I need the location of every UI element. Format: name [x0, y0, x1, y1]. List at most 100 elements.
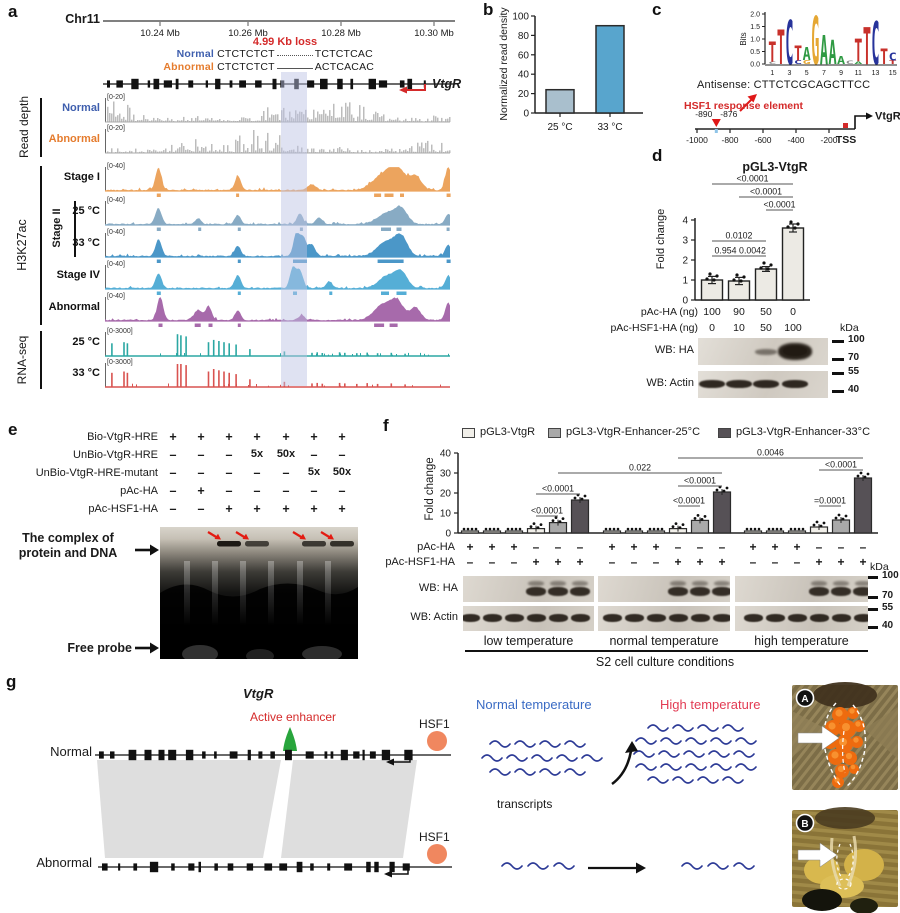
depth-bar [263, 152, 265, 153]
exon [131, 78, 139, 90]
exon [272, 78, 277, 90]
track-range-label: [0-40] [107, 229, 125, 236]
rna-spike [111, 372, 113, 387]
group-label-h3k27ac: H3K27ac [15, 219, 29, 271]
transcript-squiggle [506, 754, 528, 762]
logo-y-axis-title: Bits [739, 32, 748, 45]
d-x-row-value: 0 [709, 322, 715, 334]
chip-signal [105, 167, 450, 191]
sig-label: <0.0001 [684, 476, 716, 486]
peak-call-box [158, 323, 163, 327]
sig-label: =0.0001 [814, 496, 846, 506]
depth-bar [113, 152, 115, 153]
data-point [766, 267, 770, 271]
rna-noise [340, 385, 341, 387]
depth-bar [129, 150, 131, 153]
y-tick-label: 4 [682, 216, 688, 227]
hsf1-protein-icon [427, 844, 447, 864]
transcript-squiggle [514, 740, 536, 748]
d-chart-title: pGL3-VtgR [742, 160, 808, 174]
rna-noise [168, 383, 169, 387]
depth-bar [335, 152, 337, 153]
hsf1-label-bottom: HSF1 [419, 830, 450, 844]
f-wb-actin-strip [463, 606, 594, 631]
transcript-squiggle [733, 750, 755, 758]
dashed-outline [836, 843, 843, 879]
transcripts-label: transcripts [497, 797, 553, 811]
emsa-lane-value: + [338, 430, 346, 444]
data-point [616, 527, 620, 531]
panel-b-label: b [483, 0, 494, 19]
transcript-squiggle [539, 768, 561, 776]
depth-bar [145, 152, 147, 153]
exon [378, 80, 388, 88]
rna-spike [390, 352, 393, 356]
red-arrowhead [747, 94, 757, 103]
depth-bar [109, 113, 111, 122]
condition-value: – [630, 555, 638, 569]
transcript-squiggle [514, 768, 536, 776]
depth-bar [413, 120, 415, 122]
condition-value: + [510, 540, 518, 554]
condition-value: + [793, 540, 801, 554]
depth-bar [115, 116, 117, 122]
rna-noise [328, 354, 329, 356]
ovary-lobe-highlight [845, 752, 853, 760]
exon [239, 80, 246, 88]
depth-bar [165, 120, 167, 122]
d-x-row-value: 100 [784, 322, 802, 334]
sig-label: <0.0001 [542, 484, 574, 494]
depth-bar [315, 152, 317, 153]
blot-band [782, 380, 808, 388]
depth-bar [425, 142, 427, 153]
depth-bar [133, 114, 135, 122]
peak-call-box [198, 227, 202, 231]
logo-y-tick-label: 0.5 [750, 49, 760, 56]
gel-streak [240, 561, 246, 625]
condition-value: + [859, 555, 867, 569]
transcript-squiggle [647, 724, 669, 732]
read-density-chart: 0 20 40 60 80 100 25 °C 33 °C [512, 12, 643, 133]
kda-marker-label: 40 [882, 620, 894, 631]
exon [337, 78, 343, 90]
depth-bar [371, 119, 373, 122]
peak-call-box [384, 193, 394, 197]
track-signal [105, 332, 450, 357]
depth-bar [327, 115, 329, 122]
depth-bar [333, 103, 335, 122]
data-point [506, 527, 510, 531]
depth-bar [185, 149, 187, 153]
enhancer-peak-icon [283, 727, 297, 751]
red-arrow-icon [739, 94, 757, 112]
depth-bar [233, 120, 235, 122]
tss-arrowhead [399, 86, 407, 94]
group-bracket-stage2 [74, 201, 76, 257]
exon [270, 751, 275, 759]
emsa-lane-value: 5x [250, 448, 264, 460]
ruler-tick-label: 10.26 Mb [228, 28, 268, 39]
rna-spike [218, 341, 220, 356]
condition-value: – [749, 555, 757, 569]
logo-y-tick-label: 2.0 [750, 12, 760, 19]
y-tick-label: 1 [682, 276, 688, 287]
rna-spike [185, 365, 187, 387]
transcript-squiggle [683, 750, 705, 758]
depth-bar [267, 132, 269, 153]
g-abnormal-label: Abnormal [36, 855, 92, 870]
data-point [539, 523, 543, 526]
emsa-lane-value: – [197, 466, 205, 480]
gene-model-normal [95, 749, 451, 766]
d-x-row-label: pAc-HA (ng) [640, 306, 698, 318]
kda-marker-dash [868, 596, 878, 599]
depth-bar [179, 120, 181, 122]
data-point [514, 527, 518, 531]
depth-bar [111, 148, 113, 153]
emsa-lane-value: – [282, 484, 290, 498]
track-range-label: [0-40] [107, 293, 125, 300]
condition-value: – [771, 555, 779, 569]
emsa-lane-value: + [253, 430, 261, 444]
emsa-lane-value: – [169, 448, 177, 462]
depth-bar [319, 114, 321, 122]
blot-band [668, 614, 688, 622]
transcript-squiggle [489, 768, 511, 776]
